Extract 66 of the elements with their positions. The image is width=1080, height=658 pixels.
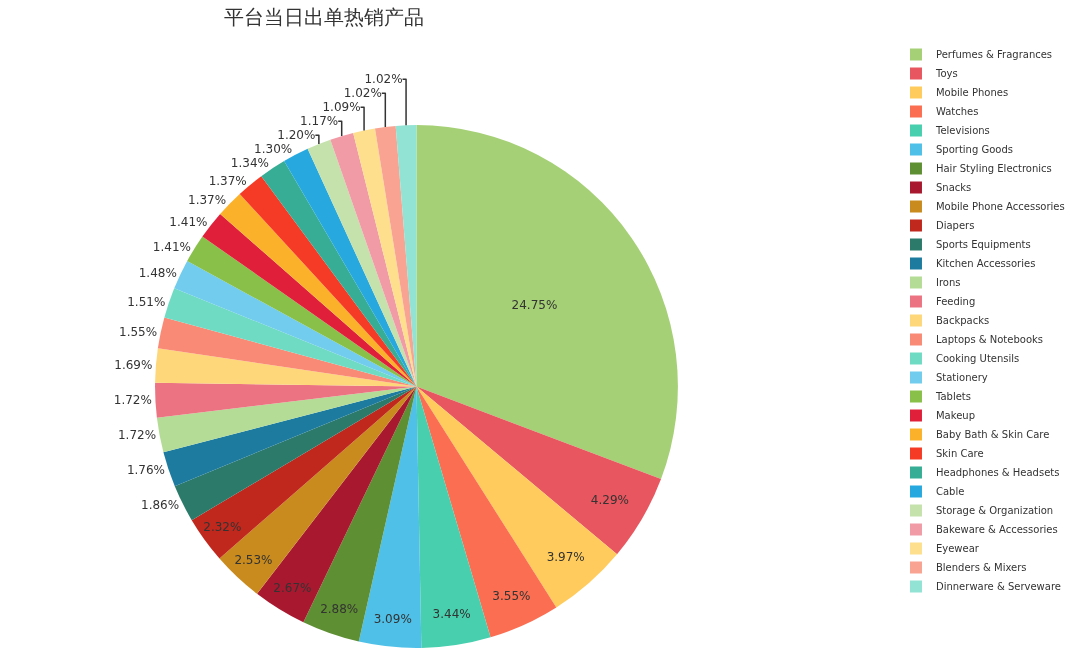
legend-label: Feeding xyxy=(935,296,976,308)
legend-label: Watches xyxy=(935,106,979,118)
data-label: 1.69% xyxy=(114,358,153,373)
legend-label: Irons xyxy=(935,277,961,289)
legend-label: Mobile Phone Accessories xyxy=(935,201,1065,213)
data-label: 1.72% xyxy=(117,428,157,443)
legend-label: Backpacks xyxy=(935,315,990,327)
data-label: 2.88% xyxy=(320,601,359,616)
pie-slice xyxy=(155,348,417,387)
legend-label: Diapers xyxy=(935,220,975,232)
data-label: 2.32% xyxy=(203,520,242,535)
data-label: 1.02% xyxy=(364,72,403,87)
pie-slice xyxy=(416,386,491,648)
legend-label: Makeup xyxy=(935,410,975,422)
data-label: 1.20% xyxy=(277,128,316,143)
data-label: 1.17% xyxy=(300,114,339,129)
legend-label: Cable xyxy=(935,486,965,498)
legend-label: Eyewear xyxy=(935,543,980,555)
legend-label: Dinnerware & Serveware xyxy=(935,581,1061,593)
legend-label: Skin Care xyxy=(935,448,984,460)
legend-label: Laptops & Notebooks xyxy=(935,334,1044,346)
data-label: 1.48% xyxy=(138,266,177,281)
legend-label: Tablets xyxy=(934,391,971,403)
pie-slice xyxy=(330,132,417,387)
data-label: 1.30% xyxy=(254,142,293,157)
legend-label: Headphones & Headsets xyxy=(935,467,1060,479)
legend-label: Bakeware & Accessories xyxy=(935,524,1058,536)
data-label: 3.55% xyxy=(492,588,531,603)
legend-label: Toys xyxy=(934,68,958,80)
legend-label: Cooking Utensils xyxy=(935,353,1020,365)
pie-slice xyxy=(163,386,417,487)
legend-label: Baby Bath & Skin Care xyxy=(935,429,1050,441)
data-label: 1.41% xyxy=(152,239,191,254)
data-label: 1.37% xyxy=(188,193,227,208)
legend-label: Storage & Organization xyxy=(935,505,1054,517)
data-label: 1.41% xyxy=(169,215,208,230)
data-label: 1.55% xyxy=(119,325,158,340)
pie-slice xyxy=(358,386,422,648)
legend-label: Kitchen Accessories xyxy=(935,258,1036,270)
data-label: 1.51% xyxy=(127,294,166,309)
data-label: 4.29% xyxy=(590,492,629,507)
legend-label: Televisions xyxy=(934,125,990,137)
data-label: 1.34% xyxy=(230,156,269,171)
legend-label: Sports Equipments xyxy=(935,239,1031,251)
data-label: 3.97% xyxy=(546,549,585,564)
legend-label: Mobile Phones xyxy=(935,87,1009,99)
data-label: 2.53% xyxy=(234,552,273,567)
legend-label: Sporting Goods xyxy=(935,144,1013,156)
legend-label: Stationery xyxy=(935,372,988,384)
data-label: 3.44% xyxy=(432,607,471,622)
legend-label: Hair Styling Electronics xyxy=(935,163,1052,175)
pie-slice xyxy=(416,125,678,480)
legend-label: Snacks xyxy=(935,182,972,194)
data-label: 1.02% xyxy=(343,86,382,101)
data-label: 1.37% xyxy=(208,173,247,188)
data-label: 1.09% xyxy=(322,100,361,115)
data-label: 3.09% xyxy=(373,611,412,626)
data-label: 1.72% xyxy=(113,393,152,408)
legend-label: Perfumes & Fragrances xyxy=(935,49,1053,61)
legend-label: Blenders & Mixers xyxy=(935,562,1027,574)
data-label: 24.75% xyxy=(511,298,558,313)
chart-title: 平台当日出单热销产品 xyxy=(224,4,424,29)
data-label: 1.76% xyxy=(126,463,165,478)
data-label: 1.86% xyxy=(141,497,180,512)
pie-slice xyxy=(164,288,417,387)
data-label: 2.67% xyxy=(273,581,312,596)
